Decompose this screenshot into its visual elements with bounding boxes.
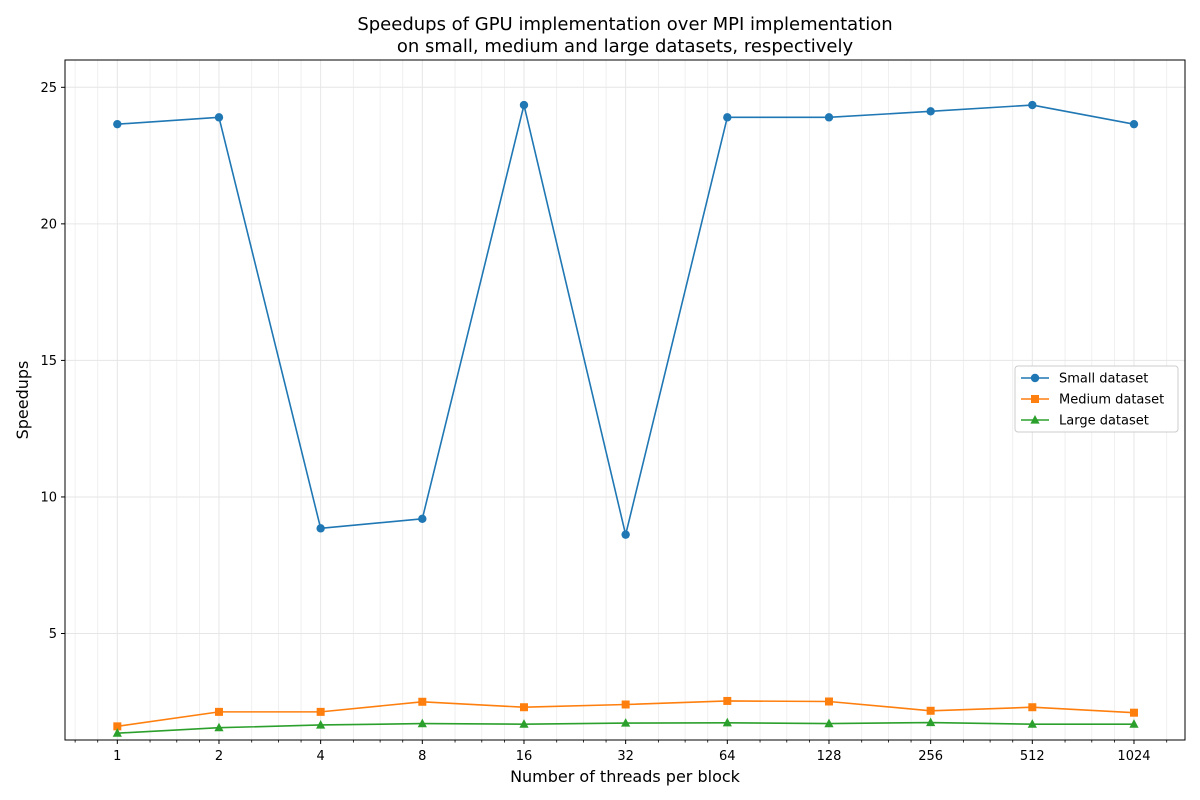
data-point bbox=[316, 524, 325, 533]
legend-label: Small dataset bbox=[1059, 372, 1148, 387]
y-tick-label: 15 bbox=[40, 354, 57, 369]
data-point bbox=[418, 697, 427, 706]
axis-ticks: 1 2 4 8 16 32 64 128 256 512 1024 5 10 15 20 25 bbox=[40, 81, 1168, 764]
x-tick-label: 16 bbox=[516, 749, 533, 764]
y-tick-label: 20 bbox=[40, 217, 57, 232]
data-point bbox=[824, 718, 834, 728]
data-point bbox=[722, 717, 732, 727]
x-tick-label: 1024 bbox=[1117, 749, 1150, 764]
x-tick-label: 4 bbox=[317, 749, 325, 764]
legend-marker bbox=[1030, 373, 1040, 383]
legend-item: Small dataset bbox=[1021, 372, 1148, 387]
legend-marker bbox=[1030, 415, 1040, 424]
x-tick-label: 32 bbox=[617, 749, 634, 764]
y-tick-label: 10 bbox=[40, 490, 57, 505]
data-point bbox=[417, 718, 427, 728]
data-point bbox=[113, 722, 122, 731]
data-point bbox=[1027, 719, 1037, 728]
data-point bbox=[214, 722, 224, 732]
legend-label: Medium dataset bbox=[1059, 393, 1164, 408]
series-3 bbox=[112, 717, 1139, 737]
x-tick-label: 8 bbox=[418, 749, 426, 764]
grid bbox=[65, 60, 1185, 740]
data-point bbox=[723, 113, 732, 122]
data-point bbox=[621, 700, 630, 709]
series-1 bbox=[113, 100, 1139, 539]
data-point bbox=[1129, 119, 1139, 129]
legend-label: Large dataset bbox=[1059, 414, 1149, 429]
data-point bbox=[519, 100, 529, 110]
y-tick-label: 25 bbox=[40, 81, 57, 96]
series-2 bbox=[113, 696, 1138, 731]
data-point bbox=[1129, 708, 1138, 717]
data-point bbox=[621, 530, 630, 539]
legend: Small dataset Medium dataset Large dataset bbox=[1014, 365, 1179, 433]
data-point bbox=[214, 707, 223, 716]
x-tick-label: 64 bbox=[719, 749, 736, 764]
data-point bbox=[1028, 100, 1037, 110]
legend-box bbox=[1014, 365, 1179, 433]
chart-title-line-1: Speedups of GPU implementation over MPI … bbox=[357, 14, 892, 35]
data-point bbox=[621, 718, 631, 727]
data-point bbox=[519, 719, 529, 728]
y-axis-label: Speedups bbox=[13, 361, 32, 440]
data-point bbox=[112, 728, 122, 737]
legend-marker bbox=[1031, 395, 1039, 403]
data-point bbox=[519, 703, 528, 712]
data-point bbox=[824, 113, 834, 122]
series-lines bbox=[112, 100, 1139, 737]
data-point bbox=[214, 113, 224, 122]
data-point bbox=[418, 514, 427, 523]
x-tick-label: 2 bbox=[215, 749, 223, 764]
plot-area-frame bbox=[64, 59, 1186, 741]
data-point bbox=[316, 719, 326, 729]
chart-title-line-2: on small, medium and large datasets, res… bbox=[397, 36, 854, 57]
data-point bbox=[824, 697, 833, 706]
data-point bbox=[926, 717, 936, 727]
x-tick-label: 1 bbox=[113, 749, 121, 764]
data-point bbox=[1028, 703, 1037, 712]
x-tick-label: 128 bbox=[817, 749, 842, 764]
data-point bbox=[1129, 719, 1139, 728]
data-point bbox=[926, 107, 935, 116]
data-point bbox=[926, 706, 935, 715]
legend-item: Medium dataset bbox=[1021, 393, 1164, 408]
y-tick-label: 5 bbox=[49, 627, 57, 642]
data-point bbox=[316, 707, 325, 716]
x-axis-label: Number of threads per block bbox=[510, 767, 741, 786]
x-tick-label: 256 bbox=[918, 749, 943, 764]
legend-item: Large dataset bbox=[1021, 414, 1149, 429]
x-tick-label: 512 bbox=[1020, 749, 1045, 764]
data-point bbox=[113, 119, 122, 129]
data-point bbox=[723, 696, 732, 705]
